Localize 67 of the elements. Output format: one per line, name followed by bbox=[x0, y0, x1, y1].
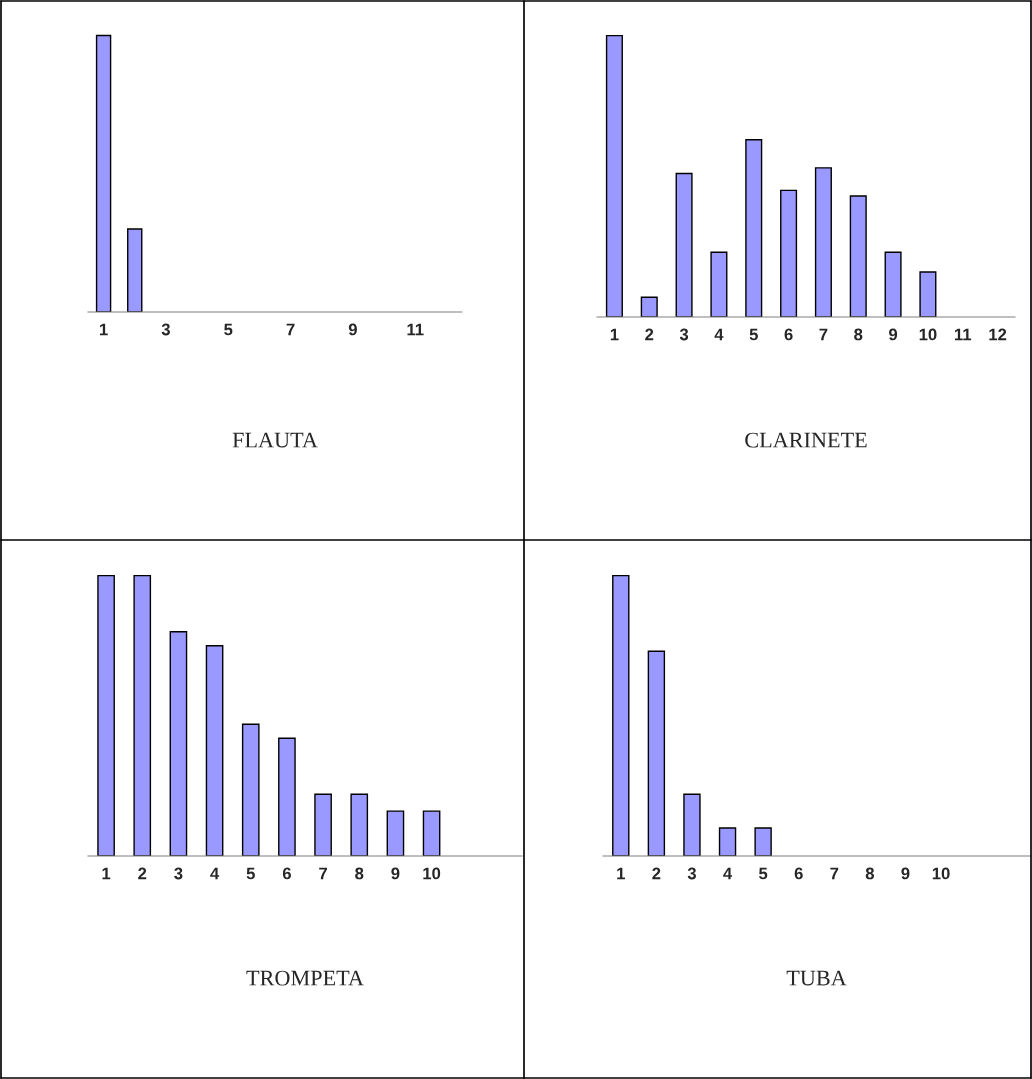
x-tick-label: 8 bbox=[865, 867, 874, 880]
x-tick-label: 11 bbox=[407, 323, 424, 336]
x-tick-label: 8 bbox=[854, 328, 863, 341]
bar bbox=[919, 271, 937, 317]
bar bbox=[241, 723, 260, 856]
x-tick-label: 6 bbox=[794, 867, 803, 880]
x-tick-label: 12 bbox=[989, 328, 1007, 341]
bar bbox=[718, 827, 737, 856]
bar bbox=[780, 189, 798, 317]
x-tick-label: 10 bbox=[932, 867, 950, 880]
bar bbox=[612, 574, 630, 856]
x-tick-label: 3 bbox=[161, 323, 170, 336]
bar bbox=[710, 251, 728, 317]
x-tick-label: 10 bbox=[423, 867, 441, 880]
x-tick-label: 5 bbox=[759, 867, 768, 880]
x-tick-label: 2 bbox=[652, 867, 661, 880]
x-tick-label: 9 bbox=[348, 323, 357, 336]
x-tick-label: 9 bbox=[901, 867, 910, 880]
x-tick-label: 10 bbox=[919, 328, 937, 341]
text: TROMPETA bbox=[246, 970, 364, 986]
bar bbox=[814, 167, 832, 317]
x-tick-label: 1 bbox=[100, 323, 108, 336]
x-tick-label: 5 bbox=[246, 867, 255, 880]
text: CLARINETE bbox=[745, 432, 867, 448]
bar bbox=[314, 793, 332, 856]
bar bbox=[849, 195, 867, 317]
x-tick-label: 7 bbox=[819, 328, 828, 341]
x-tick-label: 5 bbox=[224, 323, 233, 336]
bar bbox=[884, 251, 902, 317]
x-tick-label: 7 bbox=[319, 867, 327, 880]
x-tick-label: 1 bbox=[617, 867, 625, 880]
bar bbox=[675, 172, 693, 317]
x-tick-label: 4 bbox=[723, 867, 733, 880]
x-tick-label: 4 bbox=[210, 867, 220, 880]
bar bbox=[745, 139, 763, 317]
x-tick-label: 11 bbox=[954, 328, 972, 341]
x-tick-label: 9 bbox=[391, 867, 400, 880]
bar bbox=[683, 793, 701, 856]
bar bbox=[97, 574, 115, 856]
bar bbox=[169, 630, 188, 856]
x-tick-label: 9 bbox=[889, 328, 898, 341]
bar bbox=[422, 810, 441, 856]
bar bbox=[605, 34, 623, 317]
x-tick-label: 1 bbox=[610, 328, 619, 341]
text: FLAUTA bbox=[232, 432, 318, 448]
x-tick-label: 3 bbox=[174, 867, 183, 880]
bar bbox=[647, 650, 666, 856]
x-tick-label: 4 bbox=[714, 328, 724, 341]
x-tick-label: 7 bbox=[830, 867, 839, 880]
bar bbox=[386, 810, 405, 856]
x-tick-label: 6 bbox=[282, 867, 291, 880]
bar bbox=[640, 296, 658, 317]
x-tick-label: 3 bbox=[687, 867, 696, 880]
bar bbox=[350, 793, 369, 856]
x-tick-label: 1 bbox=[102, 867, 111, 880]
text: TUBA bbox=[786, 970, 847, 986]
x-tick-label: 2 bbox=[138, 867, 147, 880]
x-tick-label: 7 bbox=[286, 323, 295, 336]
x-tick-label: 8 bbox=[355, 867, 364, 880]
x-tick-label: 5 bbox=[749, 328, 758, 341]
x-tick-label: 2 bbox=[645, 328, 654, 341]
x-tick-label: 3 bbox=[679, 328, 689, 341]
x-tick-label: 6 bbox=[784, 328, 793, 341]
bar bbox=[278, 737, 296, 856]
bar bbox=[133, 574, 152, 856]
bar bbox=[205, 645, 224, 856]
bar bbox=[754, 827, 772, 856]
